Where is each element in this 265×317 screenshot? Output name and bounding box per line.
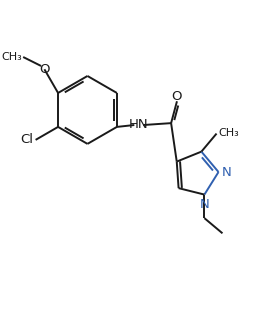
Text: O: O [39, 63, 50, 76]
Text: CH₃: CH₃ [2, 52, 22, 61]
Text: O: O [172, 90, 182, 103]
Text: Cl: Cl [21, 133, 34, 146]
Text: N: N [200, 198, 209, 211]
Text: HN: HN [129, 118, 148, 131]
Text: CH₃: CH₃ [218, 128, 239, 138]
Text: N: N [221, 165, 231, 178]
